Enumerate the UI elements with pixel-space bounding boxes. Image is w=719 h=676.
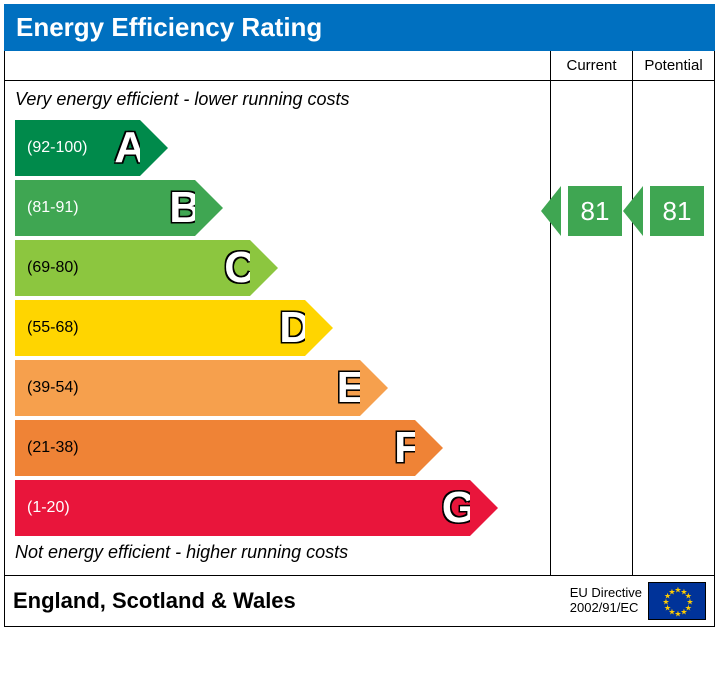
- band-bar-A: (92-100)A: [15, 120, 140, 176]
- body-row: Very energy efficient - lower running co…: [5, 81, 714, 575]
- band-bar-B: (81-91)B: [15, 180, 195, 236]
- band-range-C: (69-80): [27, 259, 79, 277]
- epc-chart: Energy Efficiency Rating Current Potenti…: [0, 0, 719, 631]
- directive-text: EU Directive 2002/91/EC: [570, 586, 642, 616]
- band-F: (21-38) F: [15, 420, 550, 476]
- directive-line2: 2002/91/EC: [570, 600, 639, 615]
- footer-row: England, Scotland & Wales EU Directive 2…: [5, 575, 714, 626]
- header-potential: Potential: [632, 51, 714, 80]
- bands-column: Very energy efficient - lower running co…: [5, 81, 550, 575]
- note-top: Very energy efficient - lower running co…: [5, 87, 550, 116]
- note-bottom: Not energy efficient - higher running co…: [5, 540, 550, 569]
- band-A: (92-100) A: [15, 120, 550, 176]
- directive-line1: EU Directive: [570, 585, 642, 600]
- rating-potential: 81: [641, 186, 713, 236]
- band-range-A: (92-100): [27, 139, 87, 157]
- band-G: (1-20) G: [15, 480, 550, 536]
- band-range-E: (39-54): [27, 379, 79, 397]
- band-letter-F: F: [394, 423, 421, 473]
- bands-host: (92-100) A (81-91) B (69-80) C (55-68) D (39-54)…: [5, 120, 550, 536]
- rating-current-tip: [541, 186, 561, 236]
- chart-frame: Current Potential Very energy efficient …: [4, 51, 715, 627]
- band-D: (55-68) D: [15, 300, 550, 356]
- band-letter-E: E: [337, 363, 366, 413]
- header-row: Current Potential: [5, 51, 714, 81]
- rating-potential-value: 81: [650, 186, 704, 236]
- band-range-D: (55-68): [27, 319, 79, 337]
- band-bar-C: (69-80)C: [15, 240, 250, 296]
- header-current: Current: [550, 51, 632, 80]
- rating-current-value: 81: [568, 186, 622, 236]
- band-B: (81-91) B: [15, 180, 550, 236]
- band-range-G: (1-20): [27, 499, 70, 517]
- band-bar-G: (1-20)G: [15, 480, 470, 536]
- band-E: (39-54) E: [15, 360, 550, 416]
- column-potential: 81: [632, 81, 714, 575]
- band-letter-C: C: [224, 243, 256, 293]
- band-range-B: (81-91): [27, 199, 79, 217]
- band-letter-G: G: [442, 483, 476, 533]
- region-text: England, Scotland & Wales: [13, 588, 570, 614]
- column-current: 81: [550, 81, 632, 575]
- rating-current: 81: [559, 186, 631, 236]
- band-bar-D: (55-68)D: [15, 300, 305, 356]
- eu-star: ★: [668, 587, 675, 596]
- title-bar: Energy Efficiency Rating: [4, 4, 715, 51]
- band-letter-D: D: [279, 303, 311, 353]
- band-bar-F: (21-38)F: [15, 420, 415, 476]
- header-spacer: [5, 51, 550, 80]
- rating-potential-tip: [623, 186, 643, 236]
- band-letter-B: B: [169, 183, 201, 233]
- title-text: Energy Efficiency Rating: [16, 12, 322, 42]
- band-letter-A: A: [114, 123, 146, 173]
- band-C: (69-80) C: [15, 240, 550, 296]
- band-bar-E: (39-54)E: [15, 360, 360, 416]
- band-range-F: (21-38): [27, 439, 79, 457]
- eu-flag-icon: ★★★★★★★★★★★★: [648, 582, 706, 620]
